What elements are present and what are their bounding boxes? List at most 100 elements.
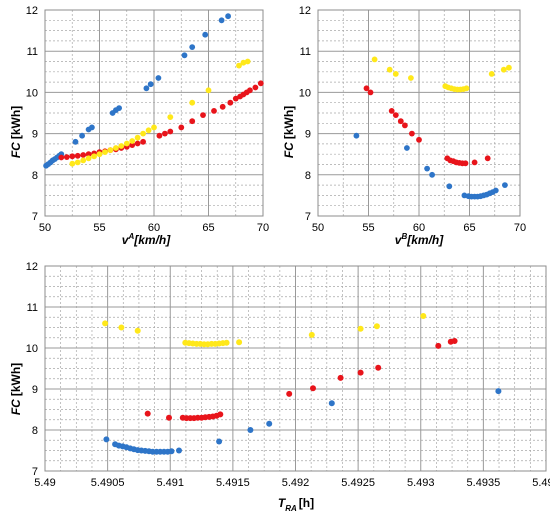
chart-panel-a: 50 55 60 65 70 7 8 9 10 11 12 vA[km/h] FC[kWh] bbox=[9, 5, 269, 247]
blue-data-point bbox=[218, 17, 225, 24]
yellow-data-point bbox=[107, 147, 114, 154]
red-data-point bbox=[189, 118, 196, 125]
x-tick-label: 70 bbox=[514, 222, 526, 234]
blue-data-point bbox=[328, 400, 335, 407]
red-data-point bbox=[144, 410, 151, 417]
yellow-data-point bbox=[373, 323, 380, 330]
red-data-point bbox=[129, 142, 136, 149]
yellow-data-point bbox=[140, 130, 147, 137]
red-data-point bbox=[156, 132, 163, 139]
chart-b-y-axis-label: FC[kWh] bbox=[282, 106, 296, 158]
y-tick-label: 8 bbox=[32, 425, 38, 437]
chart-c-frame bbox=[44, 265, 547, 472]
blue-data-point bbox=[225, 13, 232, 20]
x-tick-label: 5.4935 bbox=[467, 477, 501, 489]
red-data-point bbox=[310, 385, 316, 392]
y-tick-label: 10 bbox=[26, 343, 38, 355]
chart-c-x-axis-label: TRA [h] bbox=[278, 496, 314, 513]
yellow-data-point bbox=[308, 331, 315, 338]
y-tick-label: 9 bbox=[32, 384, 38, 396]
y-tick-label: 7 bbox=[32, 211, 38, 223]
red-data-point bbox=[217, 411, 224, 418]
red-data-point bbox=[257, 80, 264, 87]
y-tick-label: 8 bbox=[32, 170, 38, 182]
yellow-data-point bbox=[91, 153, 97, 160]
yellow-data-point bbox=[500, 66, 507, 73]
yellow-data-point bbox=[69, 160, 76, 167]
x-tick-label: 50 bbox=[312, 222, 324, 234]
red-data-point bbox=[337, 374, 344, 381]
blue-data-point bbox=[216, 438, 223, 445]
blue-data-point bbox=[189, 44, 196, 50]
blue-data-point bbox=[247, 427, 254, 433]
chart-panel-b: 50 55 60 65 70 7 8 9 10 11 12 vB[km/h] FC[kWh] bbox=[282, 5, 526, 247]
blue-data-point bbox=[155, 75, 162, 81]
red-data-point bbox=[166, 414, 172, 421]
blue-data-point bbox=[176, 447, 182, 454]
yellow-data-point bbox=[488, 71, 495, 77]
chart-c-x-ticks: 5.49 5.4905 5.491 5.4915 5.492 5.4925 5.493 5.4… bbox=[34, 477, 550, 489]
red-data-point bbox=[397, 118, 404, 125]
red-data-point bbox=[140, 138, 147, 145]
chart-panel-c: 5.49 5.4905 5.491 5.4915 5.492 5.4925 5.493 5.4… bbox=[9, 261, 550, 513]
x-tick-label: 5.492 bbox=[282, 477, 310, 489]
red-data-point bbox=[357, 369, 364, 376]
red-data-point bbox=[211, 108, 217, 114]
blue-data-point bbox=[72, 138, 79, 145]
red-data-point bbox=[451, 338, 458, 344]
x-tick-label: 50 bbox=[39, 222, 51, 234]
yellow-data-point bbox=[223, 339, 230, 346]
y-tick-label: 12 bbox=[26, 261, 38, 273]
yellow-data-point bbox=[167, 114, 174, 120]
chart-a-frame bbox=[44, 9, 264, 217]
red-data-point bbox=[134, 140, 141, 147]
x-tick-label: 55 bbox=[93, 222, 105, 234]
y-tick-label: 11 bbox=[27, 46, 38, 58]
blue-data-point bbox=[429, 171, 435, 178]
red-data-point bbox=[252, 84, 259, 91]
chart-b-y-ticks: 7 8 9 10 11 12 bbox=[299, 5, 311, 223]
red-data-point bbox=[286, 390, 293, 397]
red-data-point bbox=[232, 95, 239, 102]
yellow-data-point bbox=[408, 75, 414, 81]
red-data-point bbox=[85, 151, 92, 158]
yellow-data-point bbox=[392, 71, 399, 77]
yellow-data-point bbox=[102, 149, 108, 156]
y-tick-label: 9 bbox=[32, 129, 38, 141]
plot-area-border bbox=[317, 9, 521, 217]
yellow-data-point bbox=[205, 87, 212, 94]
y-tick-label: 9 bbox=[305, 129, 311, 141]
blue-data-point bbox=[502, 182, 508, 189]
red-data-point bbox=[388, 108, 395, 114]
blue-data-point bbox=[147, 81, 154, 88]
yellow-data-point bbox=[145, 127, 152, 134]
yellow-data-point bbox=[74, 159, 81, 166]
blue-data-point bbox=[492, 187, 499, 194]
chart-a-y-axis-label: FC[kWh] bbox=[9, 106, 23, 158]
x-tick-label: 5.4915 bbox=[216, 477, 250, 489]
red-data-point bbox=[200, 112, 206, 118]
yellow-data-point bbox=[85, 155, 92, 162]
red-data-point bbox=[435, 342, 442, 349]
yellow-data-point bbox=[129, 138, 136, 144]
chart-c-grid bbox=[45, 266, 546, 471]
blue-data-point bbox=[168, 448, 175, 455]
y-tick-label: 7 bbox=[305, 211, 311, 223]
yellow-data-point bbox=[371, 56, 378, 63]
y-tick-label: 12 bbox=[299, 5, 311, 17]
blue-data-point bbox=[353, 132, 360, 139]
red-data-point bbox=[402, 122, 408, 129]
x-tick-label: 65 bbox=[202, 222, 214, 234]
yellow-data-point bbox=[463, 85, 470, 92]
red-data-point bbox=[363, 85, 370, 92]
chart-c-y-ticks: 7 8 9 10 11 12 bbox=[26, 261, 38, 478]
red-data-point bbox=[367, 89, 374, 96]
yellow-data-point bbox=[118, 143, 125, 149]
yellow-data-point bbox=[80, 157, 87, 164]
x-tick-label: 60 bbox=[413, 222, 425, 234]
blue-data-point bbox=[79, 132, 85, 139]
red-data-point bbox=[219, 103, 226, 110]
x-tick-label: 5.493 bbox=[407, 477, 435, 489]
chart-b-x-ticks: 50 55 60 65 70 bbox=[312, 222, 526, 234]
red-data-point bbox=[69, 153, 76, 160]
